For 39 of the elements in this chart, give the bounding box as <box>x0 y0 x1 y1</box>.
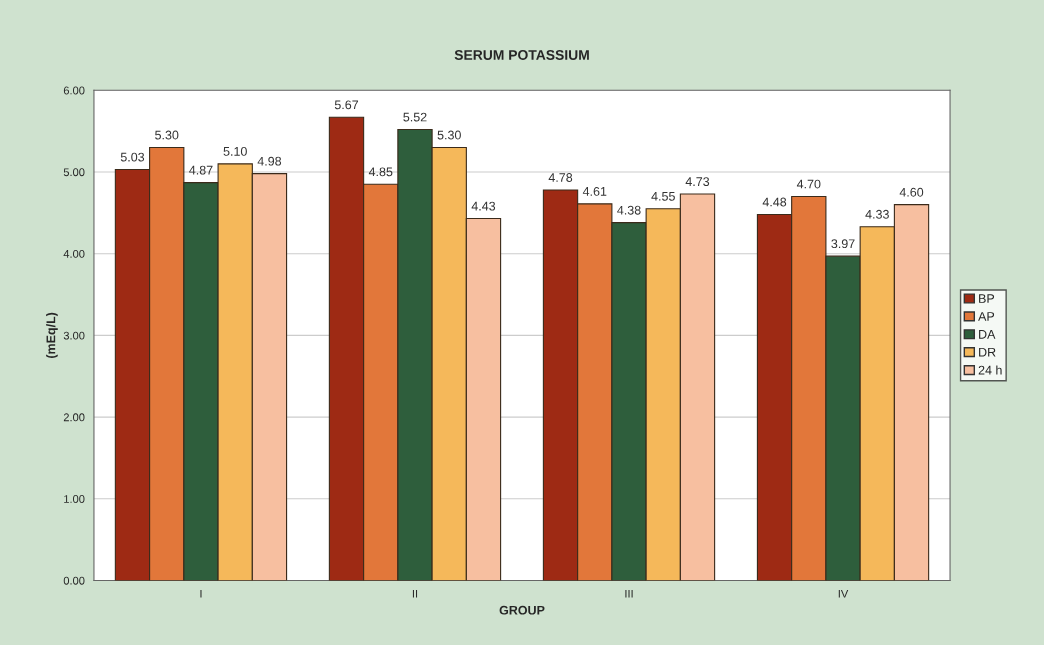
data-label: 4.61 <box>582 186 607 196</box>
data-label: 4.85 <box>368 167 393 177</box>
data-label: 4.73 <box>685 177 710 187</box>
data-label: 4.60 <box>899 187 924 197</box>
data-label: 4.38 <box>617 205 641 215</box>
data-label: 4.43 <box>471 201 496 211</box>
x-tick-label: III <box>625 589 633 598</box>
legend-label: DR <box>979 347 996 357</box>
y-tick-label: 4.00 <box>63 249 85 258</box>
data-label: 5.30 <box>155 130 179 140</box>
data-label: 5.03 <box>120 152 145 162</box>
y-tick-label: 0.00 <box>63 576 85 585</box>
legend-label: DA <box>979 330 996 339</box>
legend-label: BP <box>979 294 995 303</box>
data-label: 4.87 <box>189 165 213 175</box>
y-tick-label: 1.00 <box>64 495 85 503</box>
y-tick-label: 3.00 <box>63 331 85 340</box>
data-label: 4.48 <box>762 197 787 207</box>
data-label: 4.98 <box>257 156 282 166</box>
x-tick-label: II <box>412 589 418 598</box>
data-label: 4.33 <box>865 209 889 219</box>
data-label: 4.78 <box>548 173 573 182</box>
chart-title: SERUM POTASSIUM <box>454 50 589 60</box>
data-label: 5.10 <box>223 146 247 156</box>
x-axis-title: GROUP <box>499 605 545 615</box>
data-label: 5.52 <box>403 112 427 122</box>
data-label: 4.70 <box>796 179 821 189</box>
data-label: 5.67 <box>334 100 359 110</box>
data-label: 5.30 <box>437 130 461 140</box>
legend-label: AP <box>978 312 995 321</box>
y-axis-title: (mEq/L) <box>46 312 58 359</box>
x-tick-label: I <box>200 589 202 598</box>
y-tick-label: 6.00 <box>63 86 85 95</box>
y-tick-label: 5.00 <box>63 168 85 177</box>
x-tick-label: IV <box>838 589 849 598</box>
legend-label: 24 h <box>978 365 1002 375</box>
data-label: 4.55 <box>651 192 675 201</box>
data-label: 3.97 <box>831 239 855 249</box>
y-tick-label: 2.00 <box>63 413 85 422</box>
